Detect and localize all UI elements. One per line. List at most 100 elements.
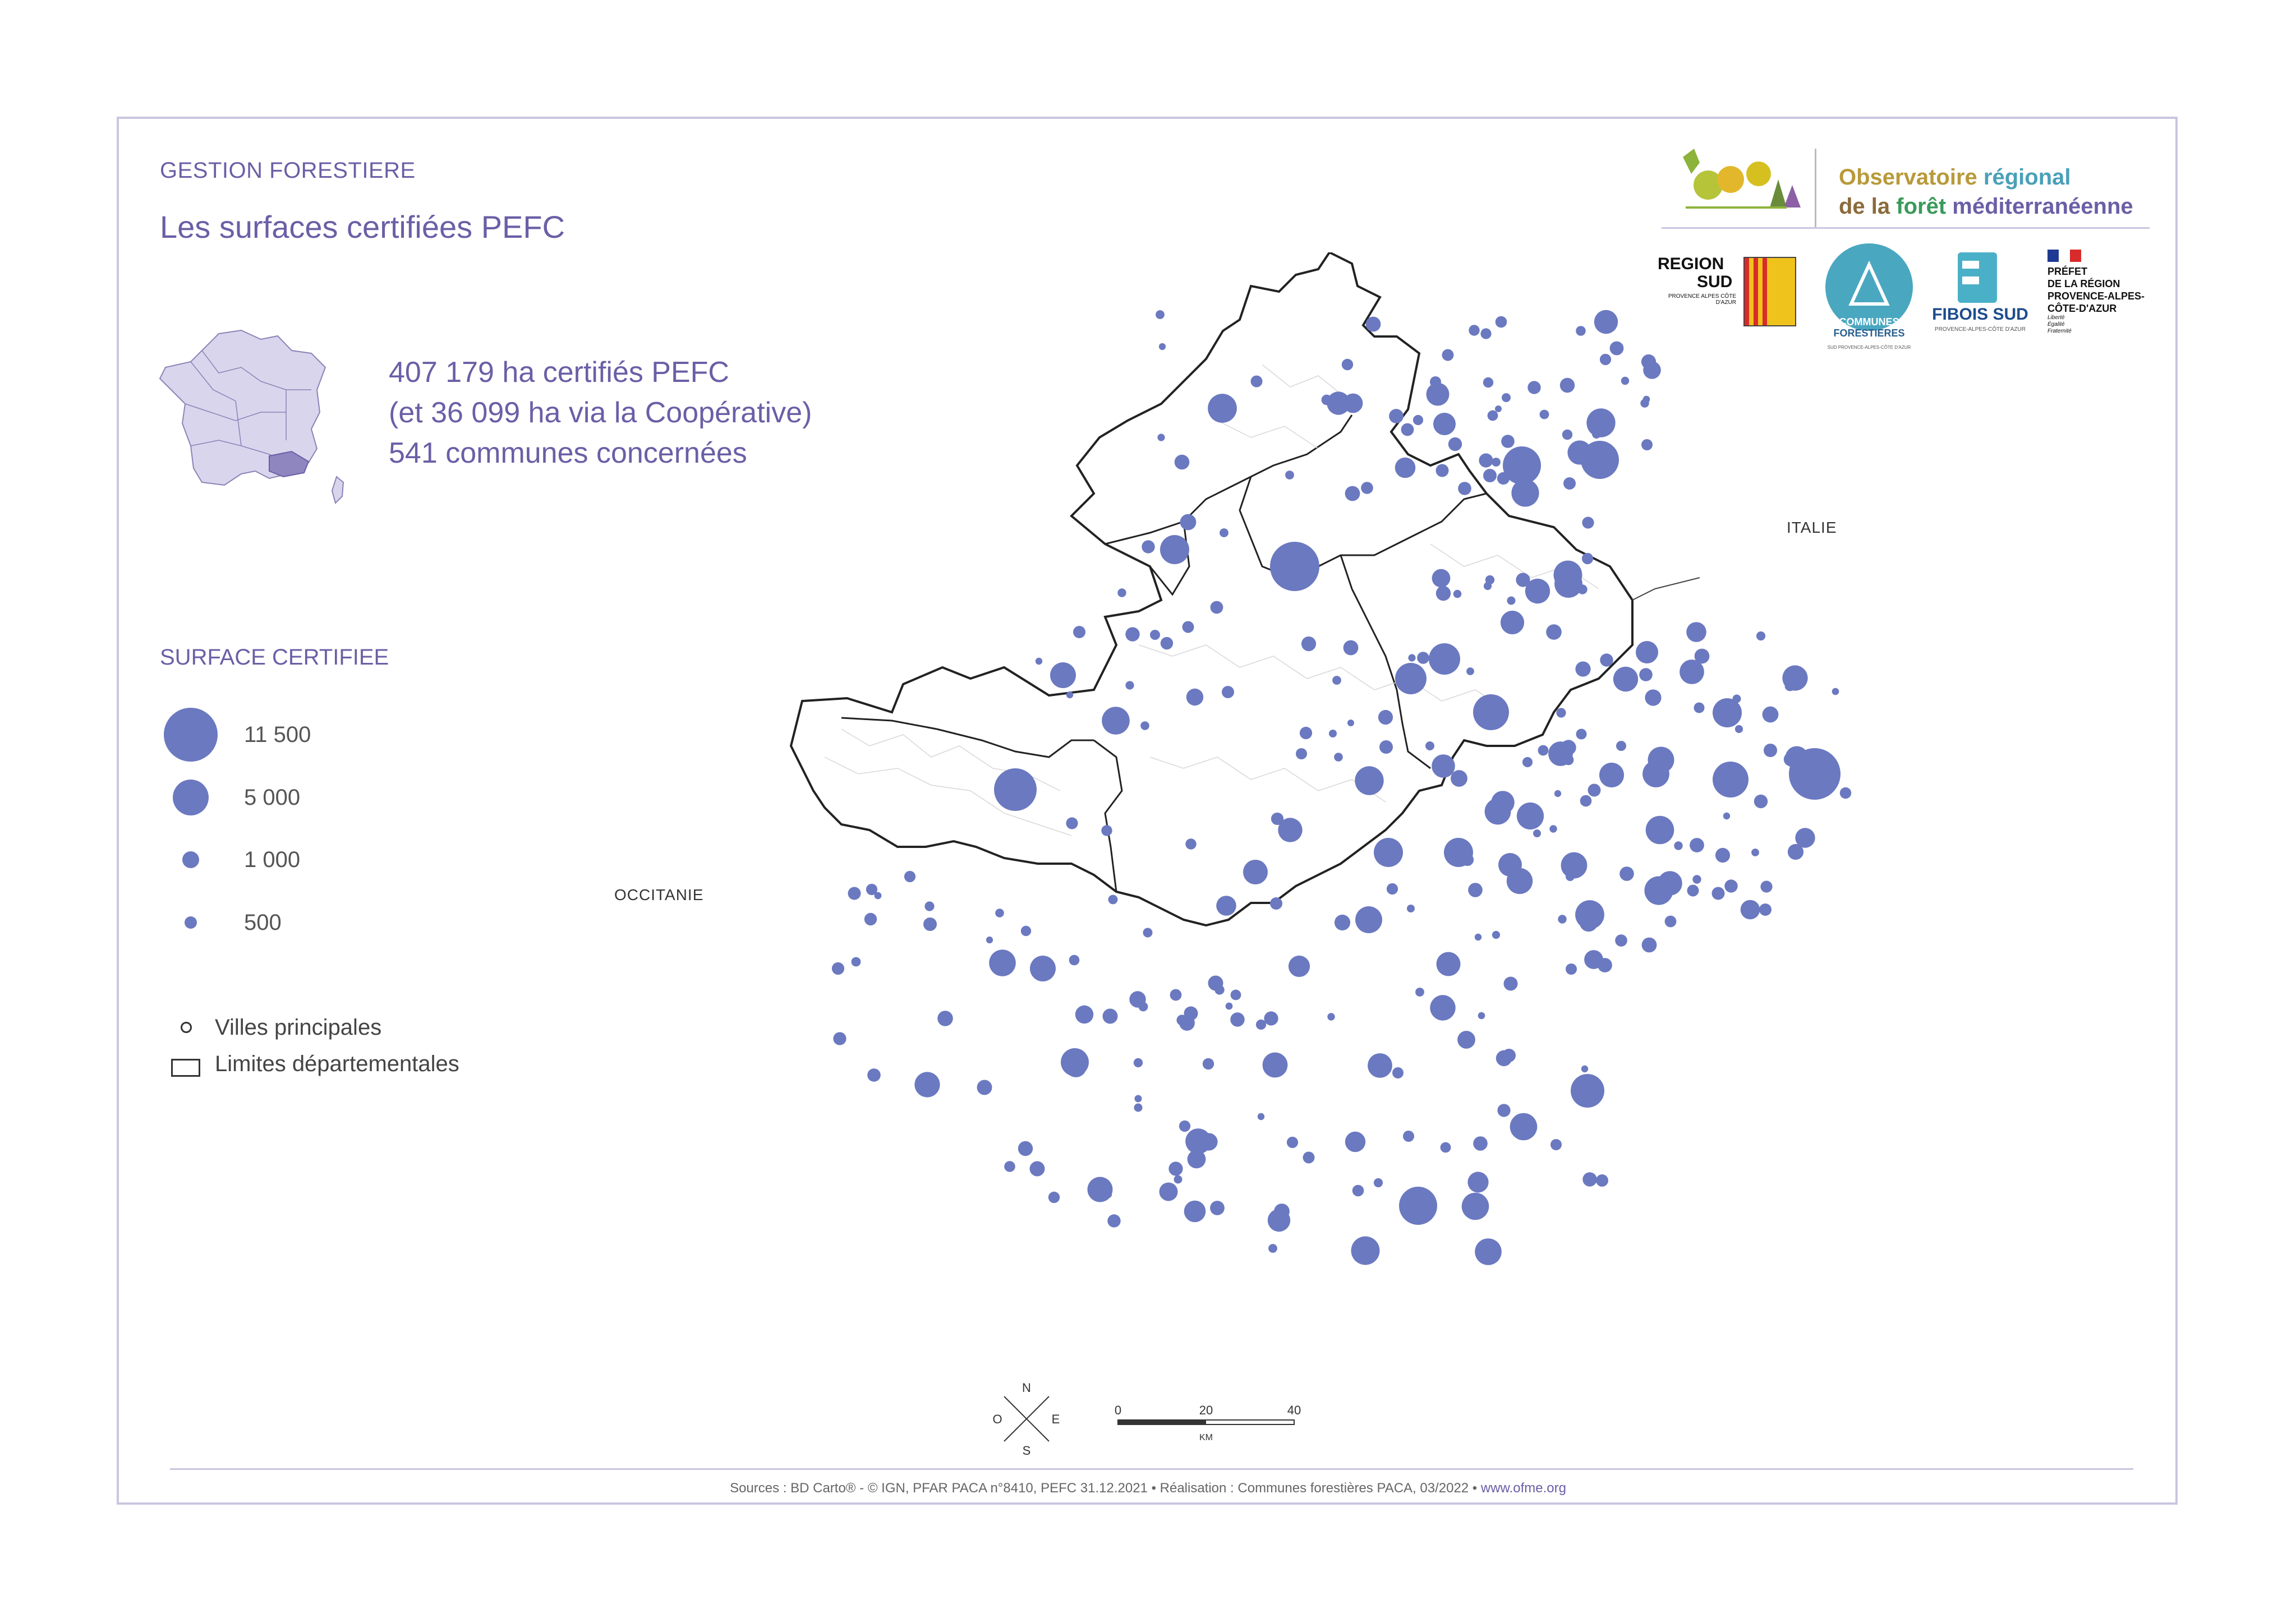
legend-row-11500: 11 500	[160, 708, 311, 762]
commune-bubble	[1159, 1182, 1178, 1201]
commune-bubble	[1185, 1128, 1211, 1154]
commune-bubble	[1640, 399, 1649, 408]
paca-highlight	[269, 450, 310, 478]
commune-bubble	[1461, 853, 1474, 866]
commune-bubble	[1468, 883, 1483, 897]
sources-url[interactable]: www.ofme.org	[1480, 1481, 1566, 1496]
commune-bubble	[1582, 517, 1594, 529]
commune-bubble	[1069, 955, 1080, 966]
commune-bubble	[1762, 706, 1779, 723]
commune-bubble	[1355, 766, 1384, 795]
commune-bubble	[1501, 435, 1515, 448]
commune-bubble	[1150, 630, 1160, 640]
commune-bubble	[1029, 1161, 1045, 1177]
commune-bubble	[1502, 1049, 1516, 1062]
city-symbol	[181, 1022, 192, 1033]
commune-bubble	[1417, 652, 1429, 664]
commune-bubble	[1645, 689, 1662, 706]
sources-text: Sources : BD Carto® - © IGN, PFAR PACA n…	[730, 1481, 1481, 1496]
commune-bubble	[1403, 1131, 1414, 1142]
corsica-shape	[331, 476, 344, 504]
commune-bubble	[923, 917, 937, 931]
commune-bubble	[1133, 1058, 1143, 1068]
commune-bubble	[1495, 405, 1502, 412]
commune-bubble	[1395, 457, 1416, 478]
legend-title: SURFACE CERTIFIEE	[160, 645, 389, 670]
commune-bubble	[1243, 860, 1268, 884]
commune-bubble	[1107, 1214, 1121, 1228]
commune-bubble	[1066, 817, 1078, 829]
commune-bubble	[1764, 744, 1777, 757]
commune-bubble	[1483, 582, 1492, 591]
legend-row-500: 500	[160, 897, 282, 948]
commune-bubble	[1117, 588, 1126, 597]
commune-bubble	[1599, 353, 1612, 366]
commune-bubble	[1442, 349, 1454, 361]
commune-bubble	[986, 936, 993, 944]
legend-dot-1000	[182, 851, 199, 868]
commune-bubble	[1210, 1201, 1225, 1215]
commune-bubble	[1230, 989, 1241, 1000]
commune-bubble	[1202, 1058, 1214, 1070]
commune-bubble	[864, 912, 877, 926]
france-regions	[185, 350, 311, 466]
commune-bubble	[1401, 423, 1414, 436]
commune-bubble	[1208, 975, 1223, 991]
commune-bubble	[848, 887, 861, 900]
commune-bubble	[1378, 709, 1393, 725]
compass-s: S	[1023, 1444, 1031, 1458]
commune-bubble	[1030, 956, 1056, 981]
commune-bubble	[1415, 988, 1424, 997]
commune-bubble	[1740, 900, 1760, 920]
commune-bubble	[1408, 654, 1416, 662]
legend-label-500: 500	[244, 910, 282, 935]
commune-bubble	[1599, 762, 1625, 788]
commune-bubble	[1327, 1013, 1335, 1021]
commune-bubble	[1639, 668, 1653, 681]
commune-bubble	[1267, 1209, 1291, 1232]
commune-bubble	[1782, 665, 1808, 691]
ofme-tree-logo	[1683, 149, 1801, 209]
commune-bubble	[1732, 694, 1741, 703]
commune-bubble	[1361, 482, 1373, 494]
commune-bubble	[1347, 720, 1354, 726]
svg-text:FIBOIS SUD: FIBOIS SUD	[1932, 305, 2028, 324]
commune-bubble	[937, 1011, 953, 1026]
legend-row-1000: 1 000	[160, 834, 300, 885]
region-sud-logo: REGION SUD PROVENCE ALPES CÔTE D'AZUR	[1658, 255, 1736, 306]
commune-bubble	[1220, 528, 1228, 537]
legend-row-5000: 5 000	[160, 772, 300, 823]
commune-bubble	[1613, 666, 1639, 692]
commune-bubble	[1334, 753, 1343, 762]
commune-bubble	[1642, 760, 1669, 787]
commune-bubble	[1724, 879, 1738, 893]
commune-bubble	[1579, 913, 1598, 932]
commune-bubble	[1754, 794, 1768, 809]
commune-bubble	[1787, 843, 1804, 860]
commune-bubble	[1576, 326, 1586, 336]
compass: N S E O	[993, 1381, 1060, 1458]
commune-bubble	[1435, 464, 1449, 477]
commune-bubble	[1664, 915, 1677, 928]
commune-bubble	[1586, 408, 1616, 437]
commune-bubble	[1641, 439, 1653, 450]
commune-bubble	[1621, 376, 1630, 385]
legend-dot-11500	[164, 708, 218, 762]
commune-bubble	[1018, 1141, 1033, 1156]
commune-bubble	[1510, 1113, 1538, 1141]
communes-forestieres-logo: COMMUNES FORESTIERES SUD PROVENCE-ALPES-…	[1825, 243, 1913, 350]
commune-bubble	[1365, 316, 1381, 332]
commune-bubble	[1581, 1065, 1589, 1073]
commune-bubble-large	[1473, 694, 1509, 730]
commune-bubble	[1615, 934, 1627, 947]
commune-bubble	[1751, 849, 1759, 856]
commune-bubble	[867, 1068, 881, 1082]
commune-bubble	[1186, 688, 1204, 706]
svg-text:PROVENCE-ALPES-CÔTE D'AZUR: PROVENCE-ALPES-CÔTE D'AZUR	[1935, 325, 2026, 333]
commune-bubble	[1581, 552, 1594, 565]
commune-bubble	[1500, 610, 1525, 635]
commune-bubble	[1156, 310, 1165, 319]
commune-bubble	[1102, 1008, 1118, 1024]
commune-bubble	[1386, 883, 1398, 895]
commune-bubble	[1556, 708, 1566, 718]
